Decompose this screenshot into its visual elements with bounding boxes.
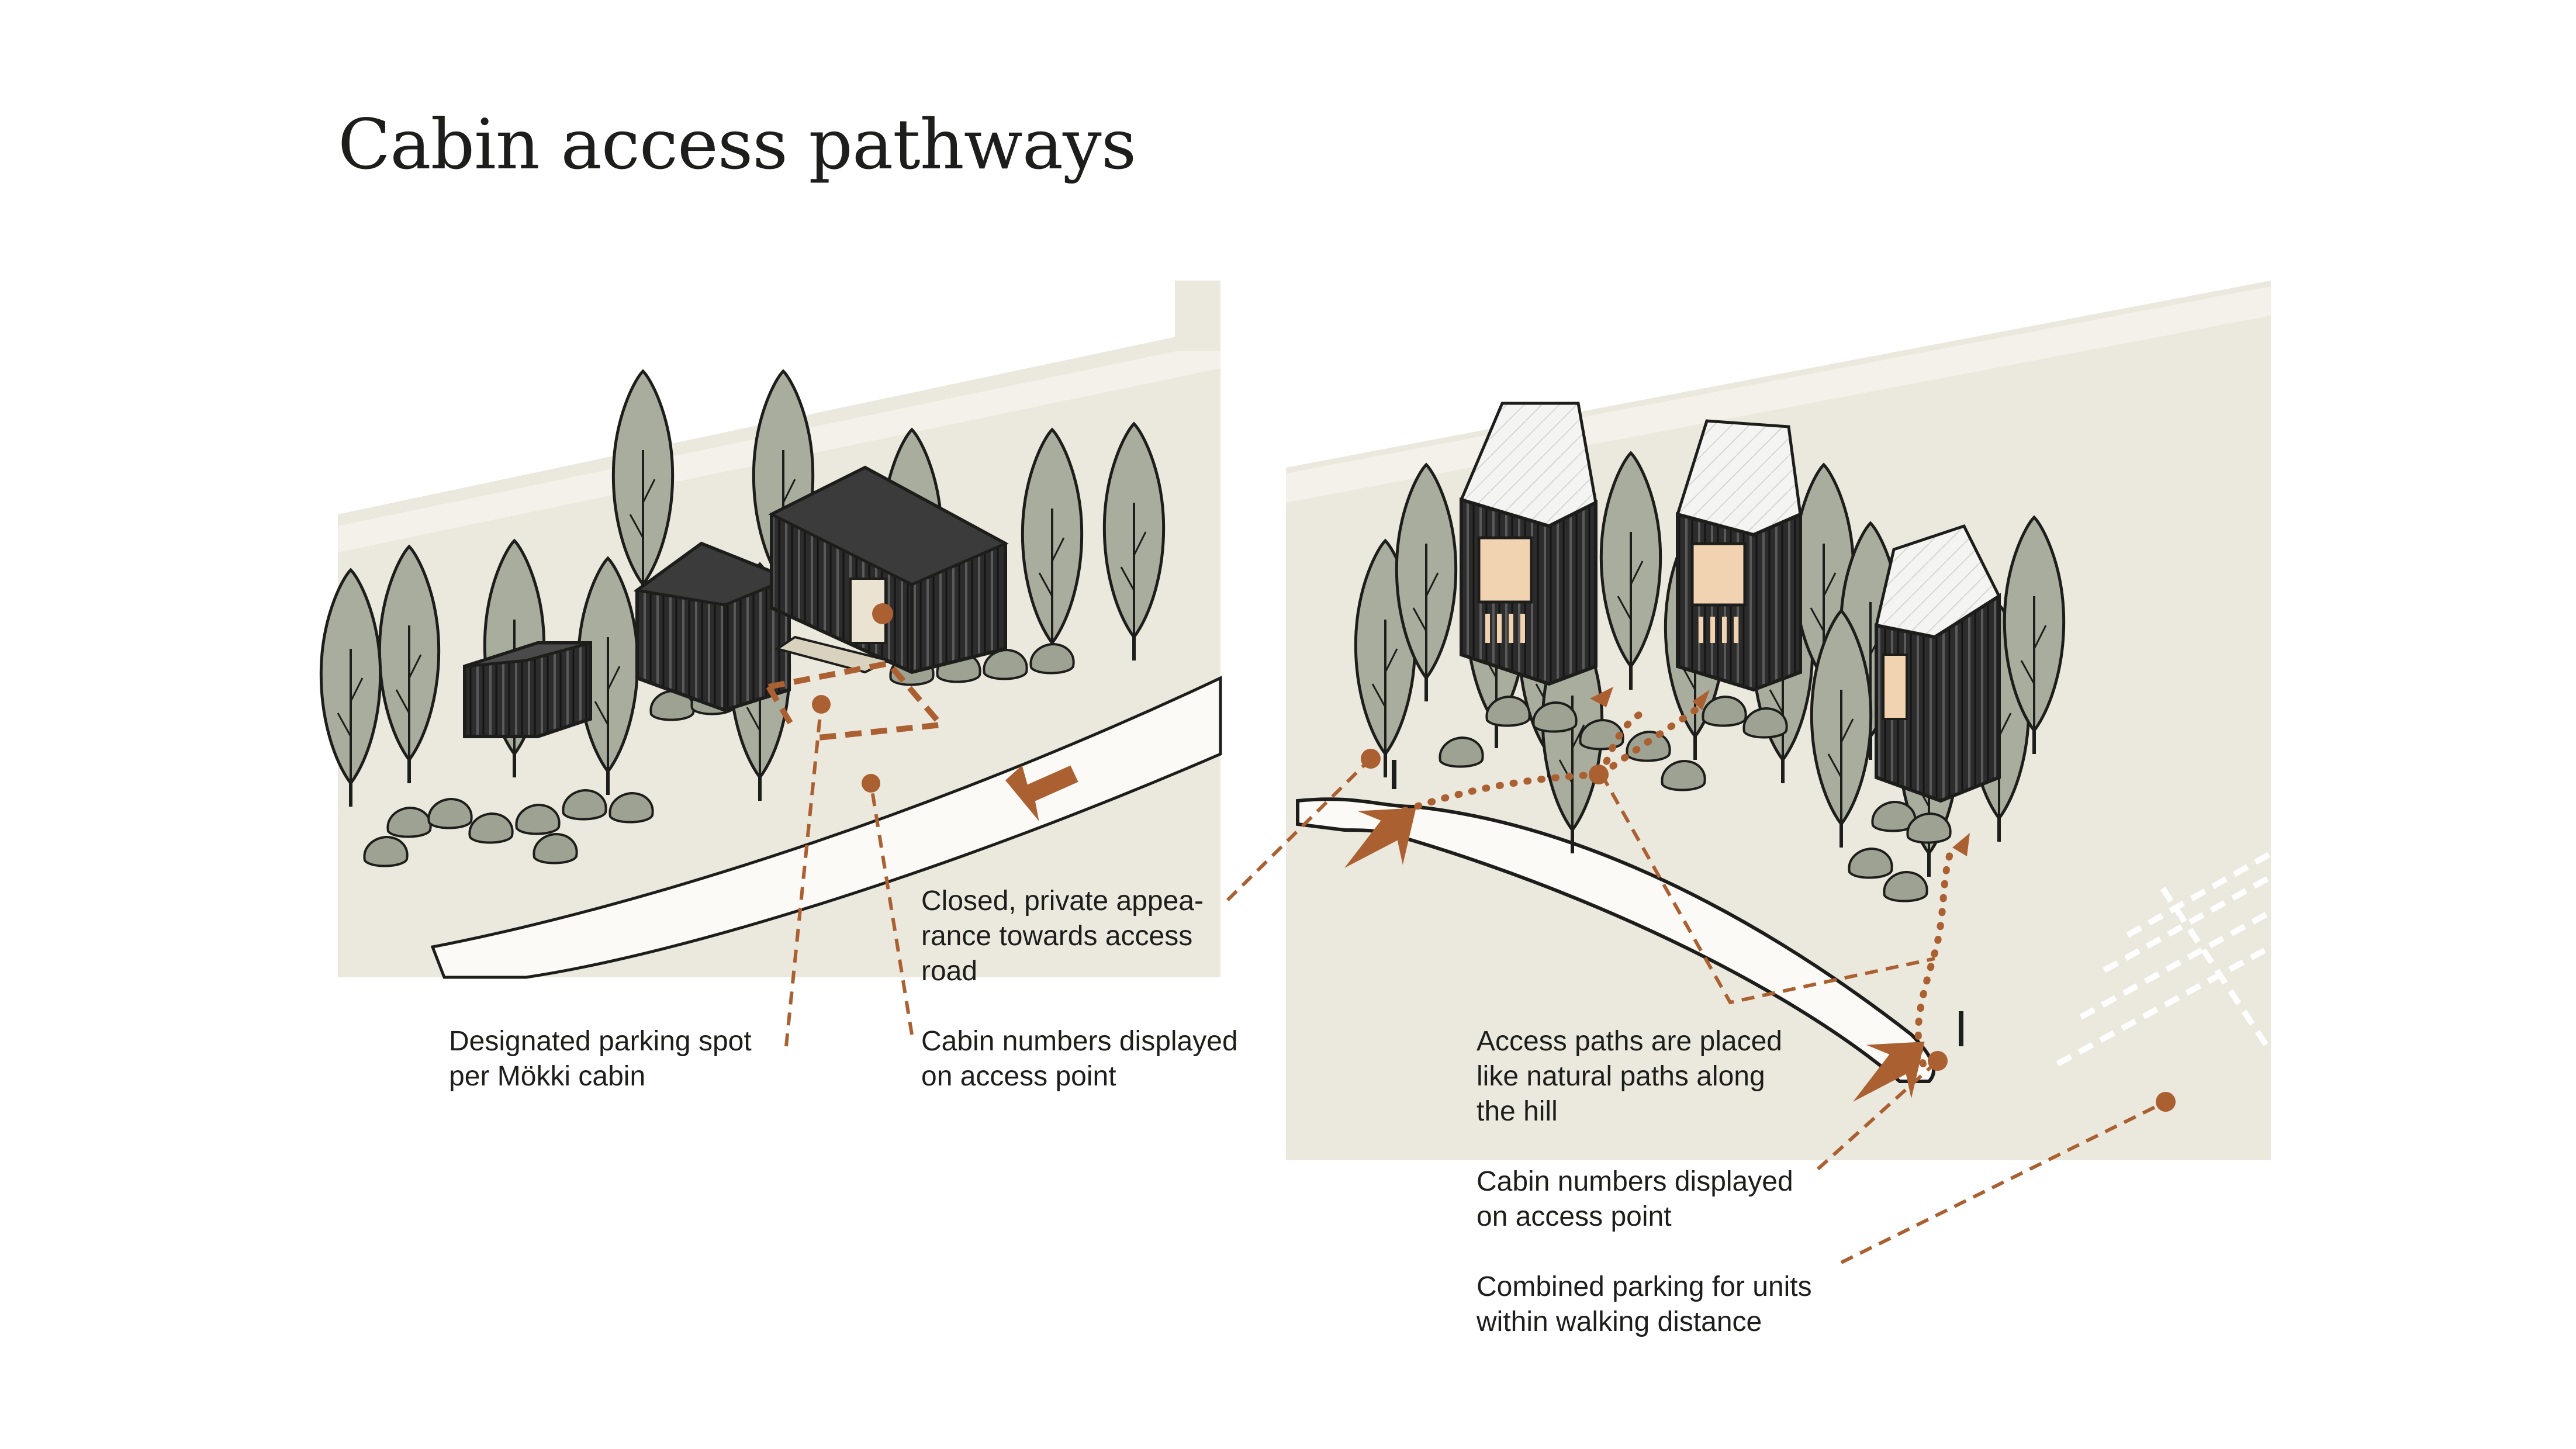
label-left-cabin-numbers: Cabin numbers displayed on access point bbox=[921, 1026, 1238, 1092]
label-right-cabin-numbers: Cabin numbers displayed on access point bbox=[1477, 1166, 1793, 1232]
left-small-cabin bbox=[463, 641, 592, 738]
right-number-posts bbox=[1392, 760, 1963, 1046]
label-right-access-paths: Access paths are placed like natural pat… bbox=[1477, 1026, 1782, 1127]
right-cabin-entry-arrows bbox=[1590, 687, 1970, 856]
label-left-parking-spot: Designated parking spot per Mökki cabin bbox=[449, 1026, 752, 1092]
leader-right-numbers bbox=[1816, 1059, 1939, 1171]
right-path-junction-marker bbox=[1589, 765, 1609, 784]
right-tower-cabin-3 bbox=[1874, 524, 2001, 803]
left-access-road bbox=[430, 676, 1222, 979]
right-paths-bracket bbox=[1600, 773, 1935, 1005]
left-cabin-marker bbox=[872, 603, 893, 624]
right-parking-stripes bbox=[2056, 850, 2274, 1067]
right-access-arrow-1 bbox=[1344, 808, 1416, 868]
left-large-cabin bbox=[768, 465, 1009, 675]
leader-lines bbox=[784, 704, 2167, 1264]
leader-left-parking bbox=[784, 704, 823, 1047]
leader-left-numbers bbox=[869, 783, 914, 1035]
right-tower-cabin-2 bbox=[1675, 419, 1802, 692]
right-access-paths bbox=[1388, 707, 1956, 1067]
label-closed-appearance: Closed, private appea- rance towards acc… bbox=[921, 886, 1204, 987]
right-access-arrow-2 bbox=[1853, 1042, 1925, 1102]
page-title: Cabin access pathways bbox=[338, 104, 1136, 185]
left-middle-cabin bbox=[633, 541, 793, 713]
left-panel bbox=[321, 281, 1222, 979]
label-right-combined-parking: Combined parking for units within walkin… bbox=[1477, 1271, 1812, 1337]
right-tower-cabin-1 bbox=[1459, 402, 1598, 686]
left-parking-outline bbox=[766, 660, 947, 741]
leader-right-parking bbox=[1840, 1100, 2167, 1264]
leader-closed-appearance bbox=[1226, 757, 1372, 902]
right-panel bbox=[1286, 281, 2274, 1160]
